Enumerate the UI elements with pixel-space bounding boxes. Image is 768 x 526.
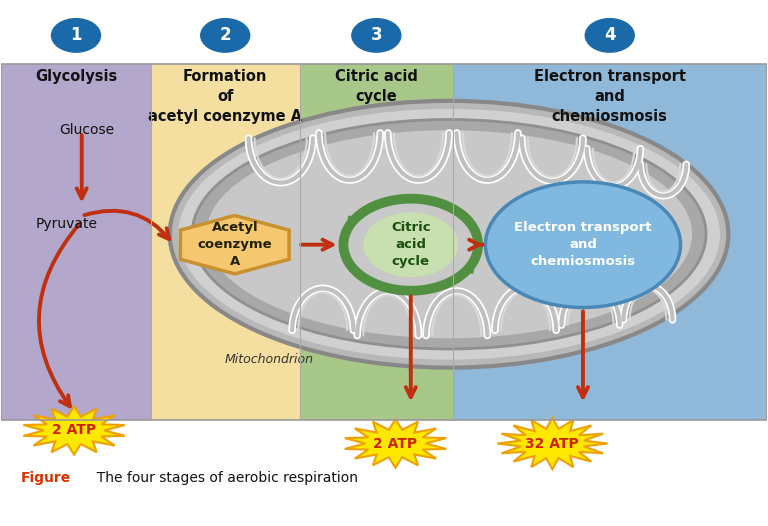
Ellipse shape xyxy=(192,119,706,349)
Bar xyxy=(300,64,453,420)
Polygon shape xyxy=(23,406,125,454)
Circle shape xyxy=(200,18,250,52)
Text: 4: 4 xyxy=(604,26,616,44)
Text: 2 ATP: 2 ATP xyxy=(52,423,96,438)
Text: 1: 1 xyxy=(70,26,81,44)
Circle shape xyxy=(363,213,458,277)
Text: Electron transport
and
chemiosmosis: Electron transport and chemiosmosis xyxy=(515,221,652,268)
Polygon shape xyxy=(180,216,289,274)
Text: 2: 2 xyxy=(220,26,231,44)
Text: The four stages of aerobic respiration: The four stages of aerobic respiration xyxy=(88,471,358,484)
Ellipse shape xyxy=(206,130,692,338)
Text: Acetyl
coenzyme
A: Acetyl coenzyme A xyxy=(197,221,272,268)
Bar xyxy=(151,64,300,420)
Circle shape xyxy=(585,18,634,52)
Bar xyxy=(453,64,766,420)
Polygon shape xyxy=(497,418,607,469)
Circle shape xyxy=(352,18,401,52)
Bar xyxy=(2,64,766,420)
Text: 32 ATP: 32 ATP xyxy=(525,437,579,450)
Text: Citric
acid
cycle: Citric acid cycle xyxy=(391,221,431,268)
Ellipse shape xyxy=(170,101,728,368)
Ellipse shape xyxy=(485,182,680,308)
Text: Glycolysis: Glycolysis xyxy=(35,69,118,84)
Polygon shape xyxy=(345,419,446,468)
Text: Glucose: Glucose xyxy=(59,123,114,137)
Text: Electron transport
and
chemiosmosis: Electron transport and chemiosmosis xyxy=(534,69,686,124)
Text: Citric acid
cycle: Citric acid cycle xyxy=(335,69,418,104)
Text: Pyruvate: Pyruvate xyxy=(36,217,98,231)
Circle shape xyxy=(51,18,101,52)
Text: 3: 3 xyxy=(370,26,382,44)
Text: Formation
of
acetyl coenzyme A: Formation of acetyl coenzyme A xyxy=(148,69,303,124)
Ellipse shape xyxy=(178,109,720,360)
Text: Mitochondrion: Mitochondrion xyxy=(225,353,313,366)
Bar xyxy=(2,64,151,420)
Text: 2 ATP: 2 ATP xyxy=(373,437,418,450)
Text: Figure: Figure xyxy=(21,471,71,484)
